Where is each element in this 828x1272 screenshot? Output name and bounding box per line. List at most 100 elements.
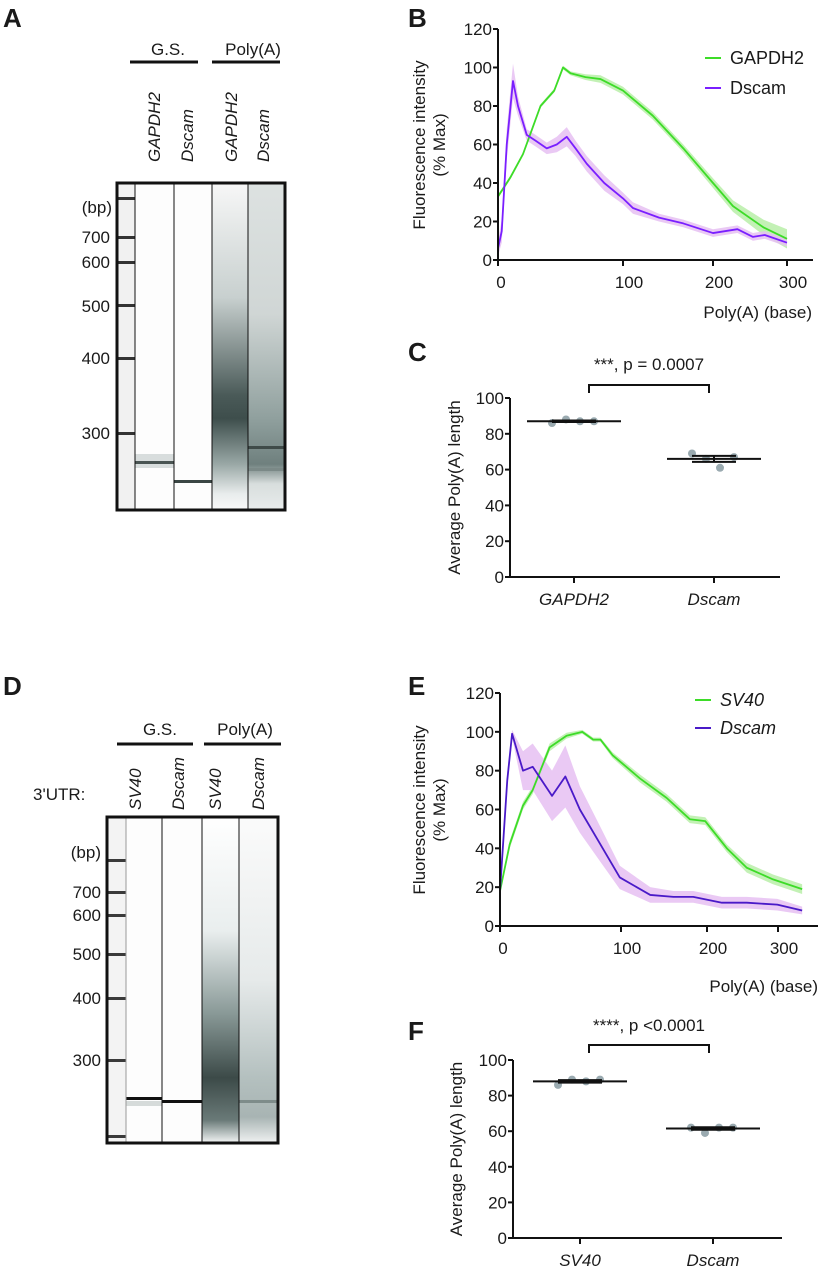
ladder-label: 400 xyxy=(73,989,101,1008)
series-line-dscam xyxy=(499,732,803,912)
category-label: GAPDH2 xyxy=(539,590,609,609)
bp-label: (bp) xyxy=(71,843,101,862)
lane-4-smear xyxy=(239,817,278,1143)
panel-letter-c: C xyxy=(408,337,427,367)
band xyxy=(239,1100,278,1103)
y-tick-label: 0 xyxy=(495,568,504,587)
ladder-label: 500 xyxy=(73,945,101,964)
group-label-polya: Poly(A) xyxy=(225,40,281,59)
lane-label: GAPDH2 xyxy=(222,92,241,162)
lane-label: SV40 xyxy=(126,768,145,810)
y-axis-label: (% Max) xyxy=(430,113,449,176)
lane-4-smear xyxy=(248,183,285,510)
y-tick-label: 40 xyxy=(488,1158,507,1177)
chart-f: 0 20 40 60 80 100 Average Poly(A) length SV40 Ds… xyxy=(447,1016,782,1270)
y-tick-label: 80 xyxy=(473,97,492,116)
ladder-label: 700 xyxy=(73,883,101,902)
significance-bracket xyxy=(588,1044,710,1053)
error-band-dscam xyxy=(500,729,803,915)
lane-label: Dscam xyxy=(178,109,197,162)
y-tick-label: 60 xyxy=(475,801,494,820)
y-tick-label: 80 xyxy=(475,762,494,781)
significance-label: ***, p = 0.0007 xyxy=(594,355,704,374)
y-tick-label: 0 xyxy=(485,917,494,936)
y-axis-label: Average Poly(A) length xyxy=(447,1062,466,1237)
lane-label: Dscam xyxy=(249,757,268,810)
y-tick-label: 20 xyxy=(485,532,504,551)
x-tick-label: 100 xyxy=(615,273,643,292)
panel-letter-f: F xyxy=(408,1016,424,1046)
utr-label: 3'UTR: xyxy=(33,785,85,804)
y-tick-label: 60 xyxy=(488,1122,507,1141)
ladder-lane xyxy=(107,817,126,1143)
ladder-label: 700 xyxy=(82,228,110,247)
panel-letter-a: A xyxy=(3,3,22,33)
y-axis-label: (% Max) xyxy=(430,778,449,841)
y-tick-label: 20 xyxy=(473,213,492,232)
x-tick-label: 0 xyxy=(496,273,505,292)
band xyxy=(174,480,212,483)
y-tick-label: 40 xyxy=(485,496,504,515)
legend-label: Dscam xyxy=(720,718,776,738)
lane-3-smear xyxy=(202,817,239,1143)
y-tick-label: 20 xyxy=(488,1193,507,1212)
error-band-gapdh2 xyxy=(498,65,787,249)
category-label: Dscam xyxy=(687,1251,740,1270)
significance-label: ****, p <0.0001 xyxy=(593,1016,705,1035)
gel-a xyxy=(115,181,287,512)
lane-3-smear xyxy=(212,183,248,510)
y-tick-label: 20 xyxy=(475,878,494,897)
y-axis-label: Fluorescence intensity xyxy=(410,725,429,895)
y-axis-label: Fluorescence intensity xyxy=(410,60,429,230)
panel-d: D G.S. Poly(A) 3'UTR: SV40 Dscam SV40 Ds… xyxy=(3,671,281,1145)
ladder-lane xyxy=(117,183,135,510)
significance-bracket xyxy=(588,384,710,393)
data-point xyxy=(701,1128,709,1137)
band xyxy=(162,1100,202,1103)
y-tick-label: 80 xyxy=(488,1087,507,1106)
y-tick-label: 120 xyxy=(466,684,494,703)
lane-label: GAPDH2 xyxy=(145,92,164,162)
x-tick-label: 0 xyxy=(498,939,507,958)
band xyxy=(126,1097,162,1100)
y-tick-label: 100 xyxy=(464,59,492,78)
y-tick-label: 0 xyxy=(498,1229,507,1248)
panel-letter-e: E xyxy=(408,671,425,701)
y-tick-label: 40 xyxy=(475,839,494,858)
y-tick-label: 120 xyxy=(464,20,492,39)
y-tick-label: 100 xyxy=(466,723,494,742)
lane-label: SV40 xyxy=(206,768,225,810)
x-tick-label: 300 xyxy=(770,939,798,958)
band xyxy=(248,468,285,471)
group-label-gs: G.S. xyxy=(151,40,185,59)
legend-label: GAPDH2 xyxy=(730,48,804,68)
series-line-dscam xyxy=(497,80,788,249)
category-label: SV40 xyxy=(559,1251,601,1270)
bp-label: (bp) xyxy=(82,198,112,217)
band xyxy=(248,446,285,449)
x-tick-label: 100 xyxy=(613,939,641,958)
group-label-gs: G.S. xyxy=(143,720,177,739)
y-tick-label: 100 xyxy=(479,1051,507,1070)
ladder-bands xyxy=(107,859,126,1138)
series-line-sv40 xyxy=(499,730,803,892)
y-tick-label: 100 xyxy=(476,389,504,408)
panel-letter-b: B xyxy=(408,3,427,33)
x-axis-label: Poly(A) (base) xyxy=(703,303,812,322)
ladder-label: 400 xyxy=(82,349,110,368)
data-point xyxy=(730,453,738,462)
y-tick-label: 0 xyxy=(483,251,492,270)
panel-letter-d: D xyxy=(3,671,22,701)
ladder-label: 500 xyxy=(82,297,110,316)
chart-b: GAPDH2 Dscam 0 20 40 60 80 100 120 0 100 200 300 Poly… xyxy=(410,20,813,322)
band xyxy=(135,461,174,464)
data-point xyxy=(716,463,724,472)
group-label-polya: Poly(A) xyxy=(217,720,273,739)
legend-label: Dscam xyxy=(730,78,786,98)
y-tick-label: 80 xyxy=(485,425,504,444)
ladder-label: 300 xyxy=(82,424,110,443)
ladder-bands xyxy=(117,197,135,435)
panel-a: A G.S. Poly(A) GAPDH2 Dscam GAPDH2 Dscam… xyxy=(3,3,287,512)
chart-e: SV40 Dscam 0 20 40 60 80 100 120 0 100 200 300 Poly(A… xyxy=(410,684,818,996)
